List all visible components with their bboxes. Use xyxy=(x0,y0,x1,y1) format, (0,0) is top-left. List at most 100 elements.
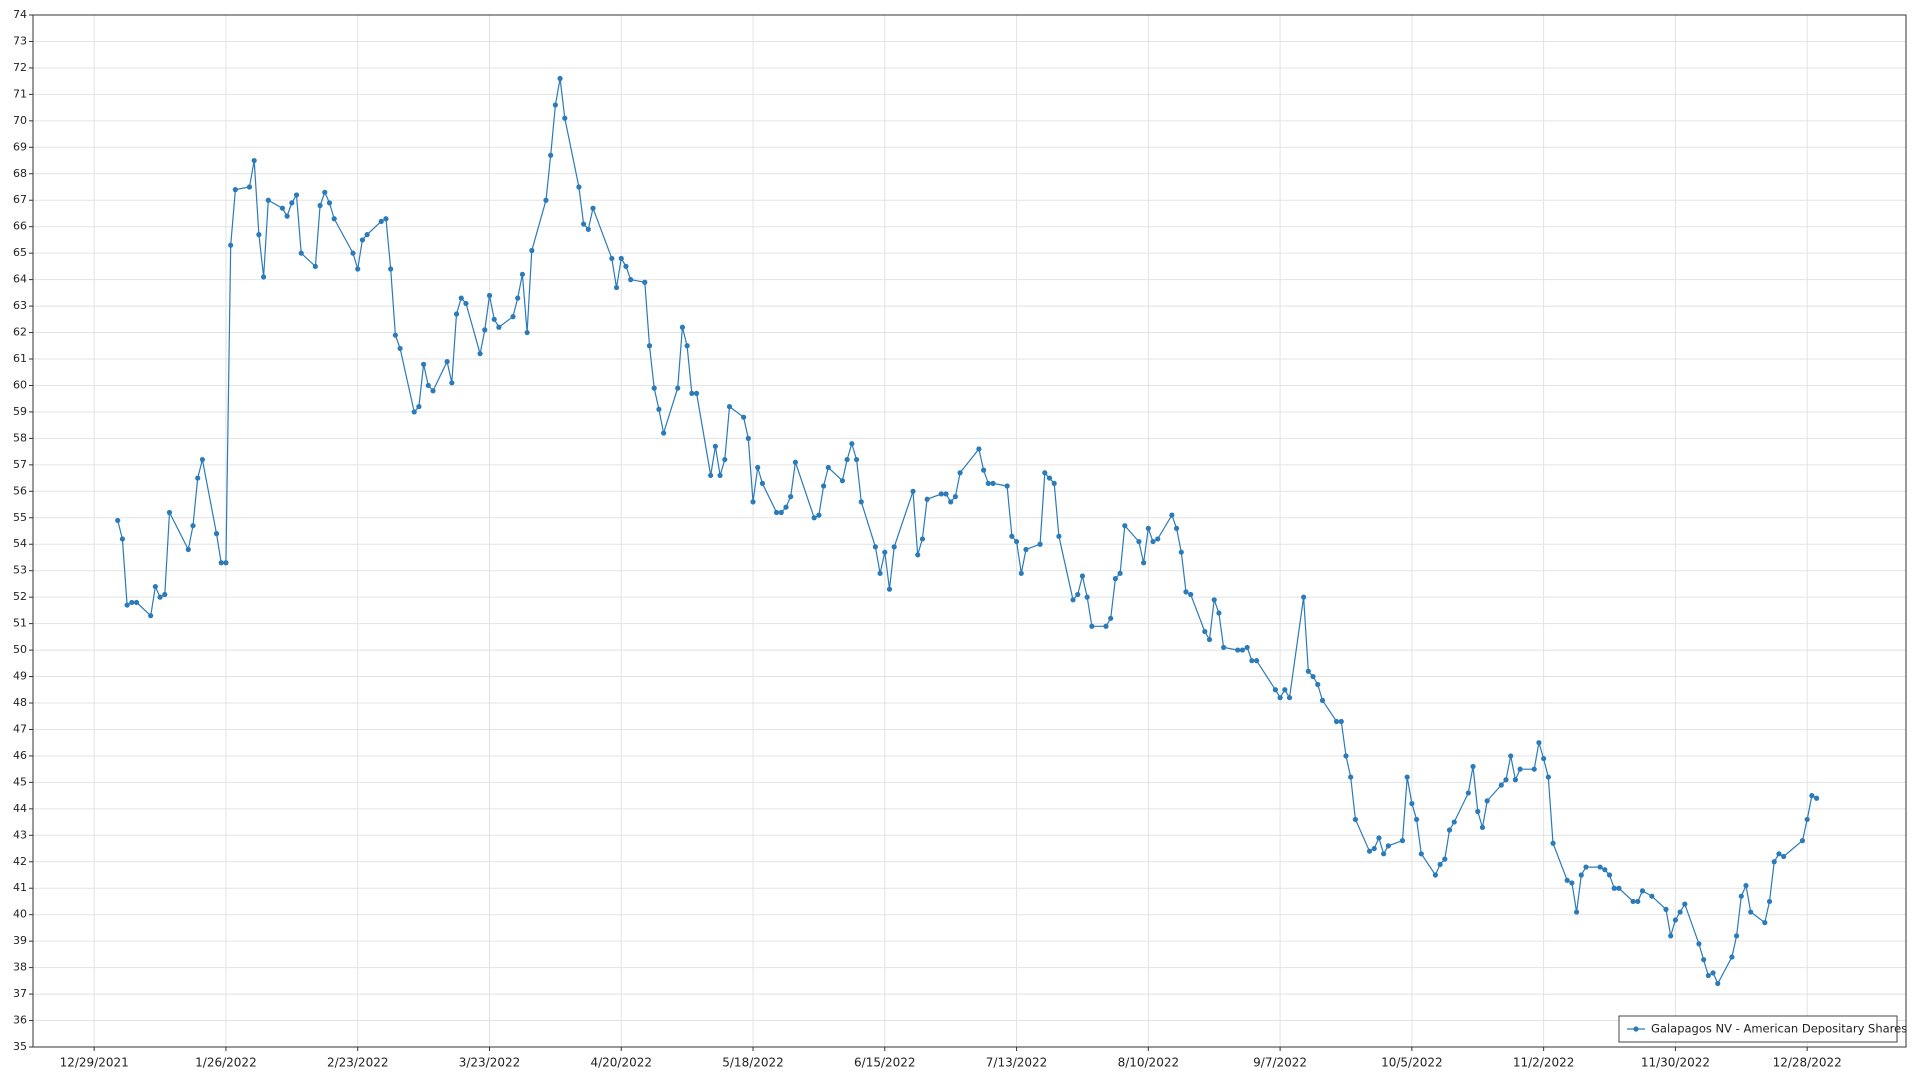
data-point xyxy=(722,456,728,463)
data-point xyxy=(825,464,831,471)
data-point xyxy=(689,390,695,396)
data-point xyxy=(1075,591,1081,598)
data-point xyxy=(788,494,794,500)
data-point xyxy=(1705,972,1711,979)
y-tick-label: 57 xyxy=(13,458,27,471)
data-point xyxy=(1235,647,1241,653)
data-point xyxy=(1145,525,1151,531)
data-point xyxy=(1399,838,1406,844)
data-point xyxy=(1150,538,1156,545)
data-point xyxy=(411,409,417,415)
data-point xyxy=(284,213,290,219)
legend-box xyxy=(1618,1015,1898,1043)
x-tick-label: 12/29/2021 xyxy=(60,1056,129,1070)
data-point xyxy=(1173,525,1180,531)
y-tick-label: 70 xyxy=(13,114,27,127)
data-point xyxy=(1635,898,1641,905)
data-point xyxy=(449,380,455,386)
data-point xyxy=(1046,475,1053,481)
data-point xyxy=(1743,882,1749,889)
data-point xyxy=(1089,623,1095,629)
data-point xyxy=(421,361,427,367)
data-point xyxy=(364,232,370,238)
data-point xyxy=(1606,872,1613,878)
data-point xyxy=(910,488,916,494)
data-point xyxy=(1550,840,1556,846)
y-tick-label: 40 xyxy=(13,908,27,921)
data-point xyxy=(1079,573,1086,579)
data-point xyxy=(849,441,855,447)
data-point xyxy=(1545,774,1551,780)
y-tick-label: 38 xyxy=(13,961,27,974)
data-point xyxy=(821,483,827,489)
data-point xyxy=(684,343,690,349)
y-tick-label: 44 xyxy=(13,802,27,815)
data-point xyxy=(783,504,789,510)
y-tick-label: 47 xyxy=(13,722,27,735)
data-point xyxy=(891,544,897,550)
data-point xyxy=(1729,954,1735,960)
x-tick-label: 7/13/2022 xyxy=(986,1056,1048,1070)
x-tick-label: 10/5/2022 xyxy=(1381,1056,1443,1070)
y-tick-label: 71 xyxy=(13,87,27,100)
data-point xyxy=(265,197,271,203)
data-point xyxy=(1084,594,1090,600)
data-point xyxy=(1333,718,1340,725)
data-point xyxy=(656,406,662,412)
data-point xyxy=(1418,851,1424,857)
data-point xyxy=(552,102,558,108)
data-point xyxy=(359,237,366,243)
data-point xyxy=(133,599,140,606)
y-tick-label: 39 xyxy=(13,934,27,947)
data-point xyxy=(1282,687,1288,693)
y-tick-label: 73 xyxy=(13,34,27,47)
data-point xyxy=(646,343,653,349)
y-tick-label: 64 xyxy=(13,273,27,286)
data-point xyxy=(745,435,751,441)
data-point xyxy=(124,602,130,608)
data-point xyxy=(741,414,747,420)
data-point xyxy=(453,311,460,317)
data-point xyxy=(915,552,921,558)
data-point xyxy=(1503,777,1509,783)
data-point xyxy=(726,404,733,410)
data-point xyxy=(355,266,361,272)
data-point xyxy=(1301,594,1307,600)
data-point xyxy=(811,515,817,521)
data-point xyxy=(1122,523,1128,529)
data-point xyxy=(1004,483,1010,489)
data-point xyxy=(1771,859,1777,865)
data-point xyxy=(260,274,267,280)
data-point xyxy=(1451,819,1457,825)
data-point xyxy=(844,456,850,463)
data-point xyxy=(416,404,422,410)
data-point xyxy=(213,531,220,537)
y-tick-label: 66 xyxy=(13,220,27,233)
data-point xyxy=(279,205,286,211)
data-point xyxy=(298,250,304,256)
data-point xyxy=(1103,623,1109,629)
data-point xyxy=(543,197,549,203)
y-tick-label: 69 xyxy=(13,140,27,153)
data-point xyxy=(1748,909,1754,915)
data-point xyxy=(1188,591,1194,598)
data-point xyxy=(1249,658,1255,664)
data-point xyxy=(1470,763,1476,770)
data-point xyxy=(190,523,196,529)
data-point xyxy=(119,536,126,542)
data-point xyxy=(496,324,502,330)
data-point xyxy=(1206,636,1213,643)
data-point xyxy=(1070,597,1076,603)
data-point xyxy=(1813,795,1820,801)
x-tick-label: 1/26/2022 xyxy=(195,1056,257,1070)
data-point xyxy=(1611,885,1617,891)
data-point xyxy=(1319,697,1326,703)
data-point xyxy=(1136,538,1142,545)
data-point xyxy=(609,255,615,262)
data-point xyxy=(1112,576,1118,582)
data-point xyxy=(1484,798,1490,804)
data-point xyxy=(477,351,483,357)
data-point xyxy=(717,472,723,479)
